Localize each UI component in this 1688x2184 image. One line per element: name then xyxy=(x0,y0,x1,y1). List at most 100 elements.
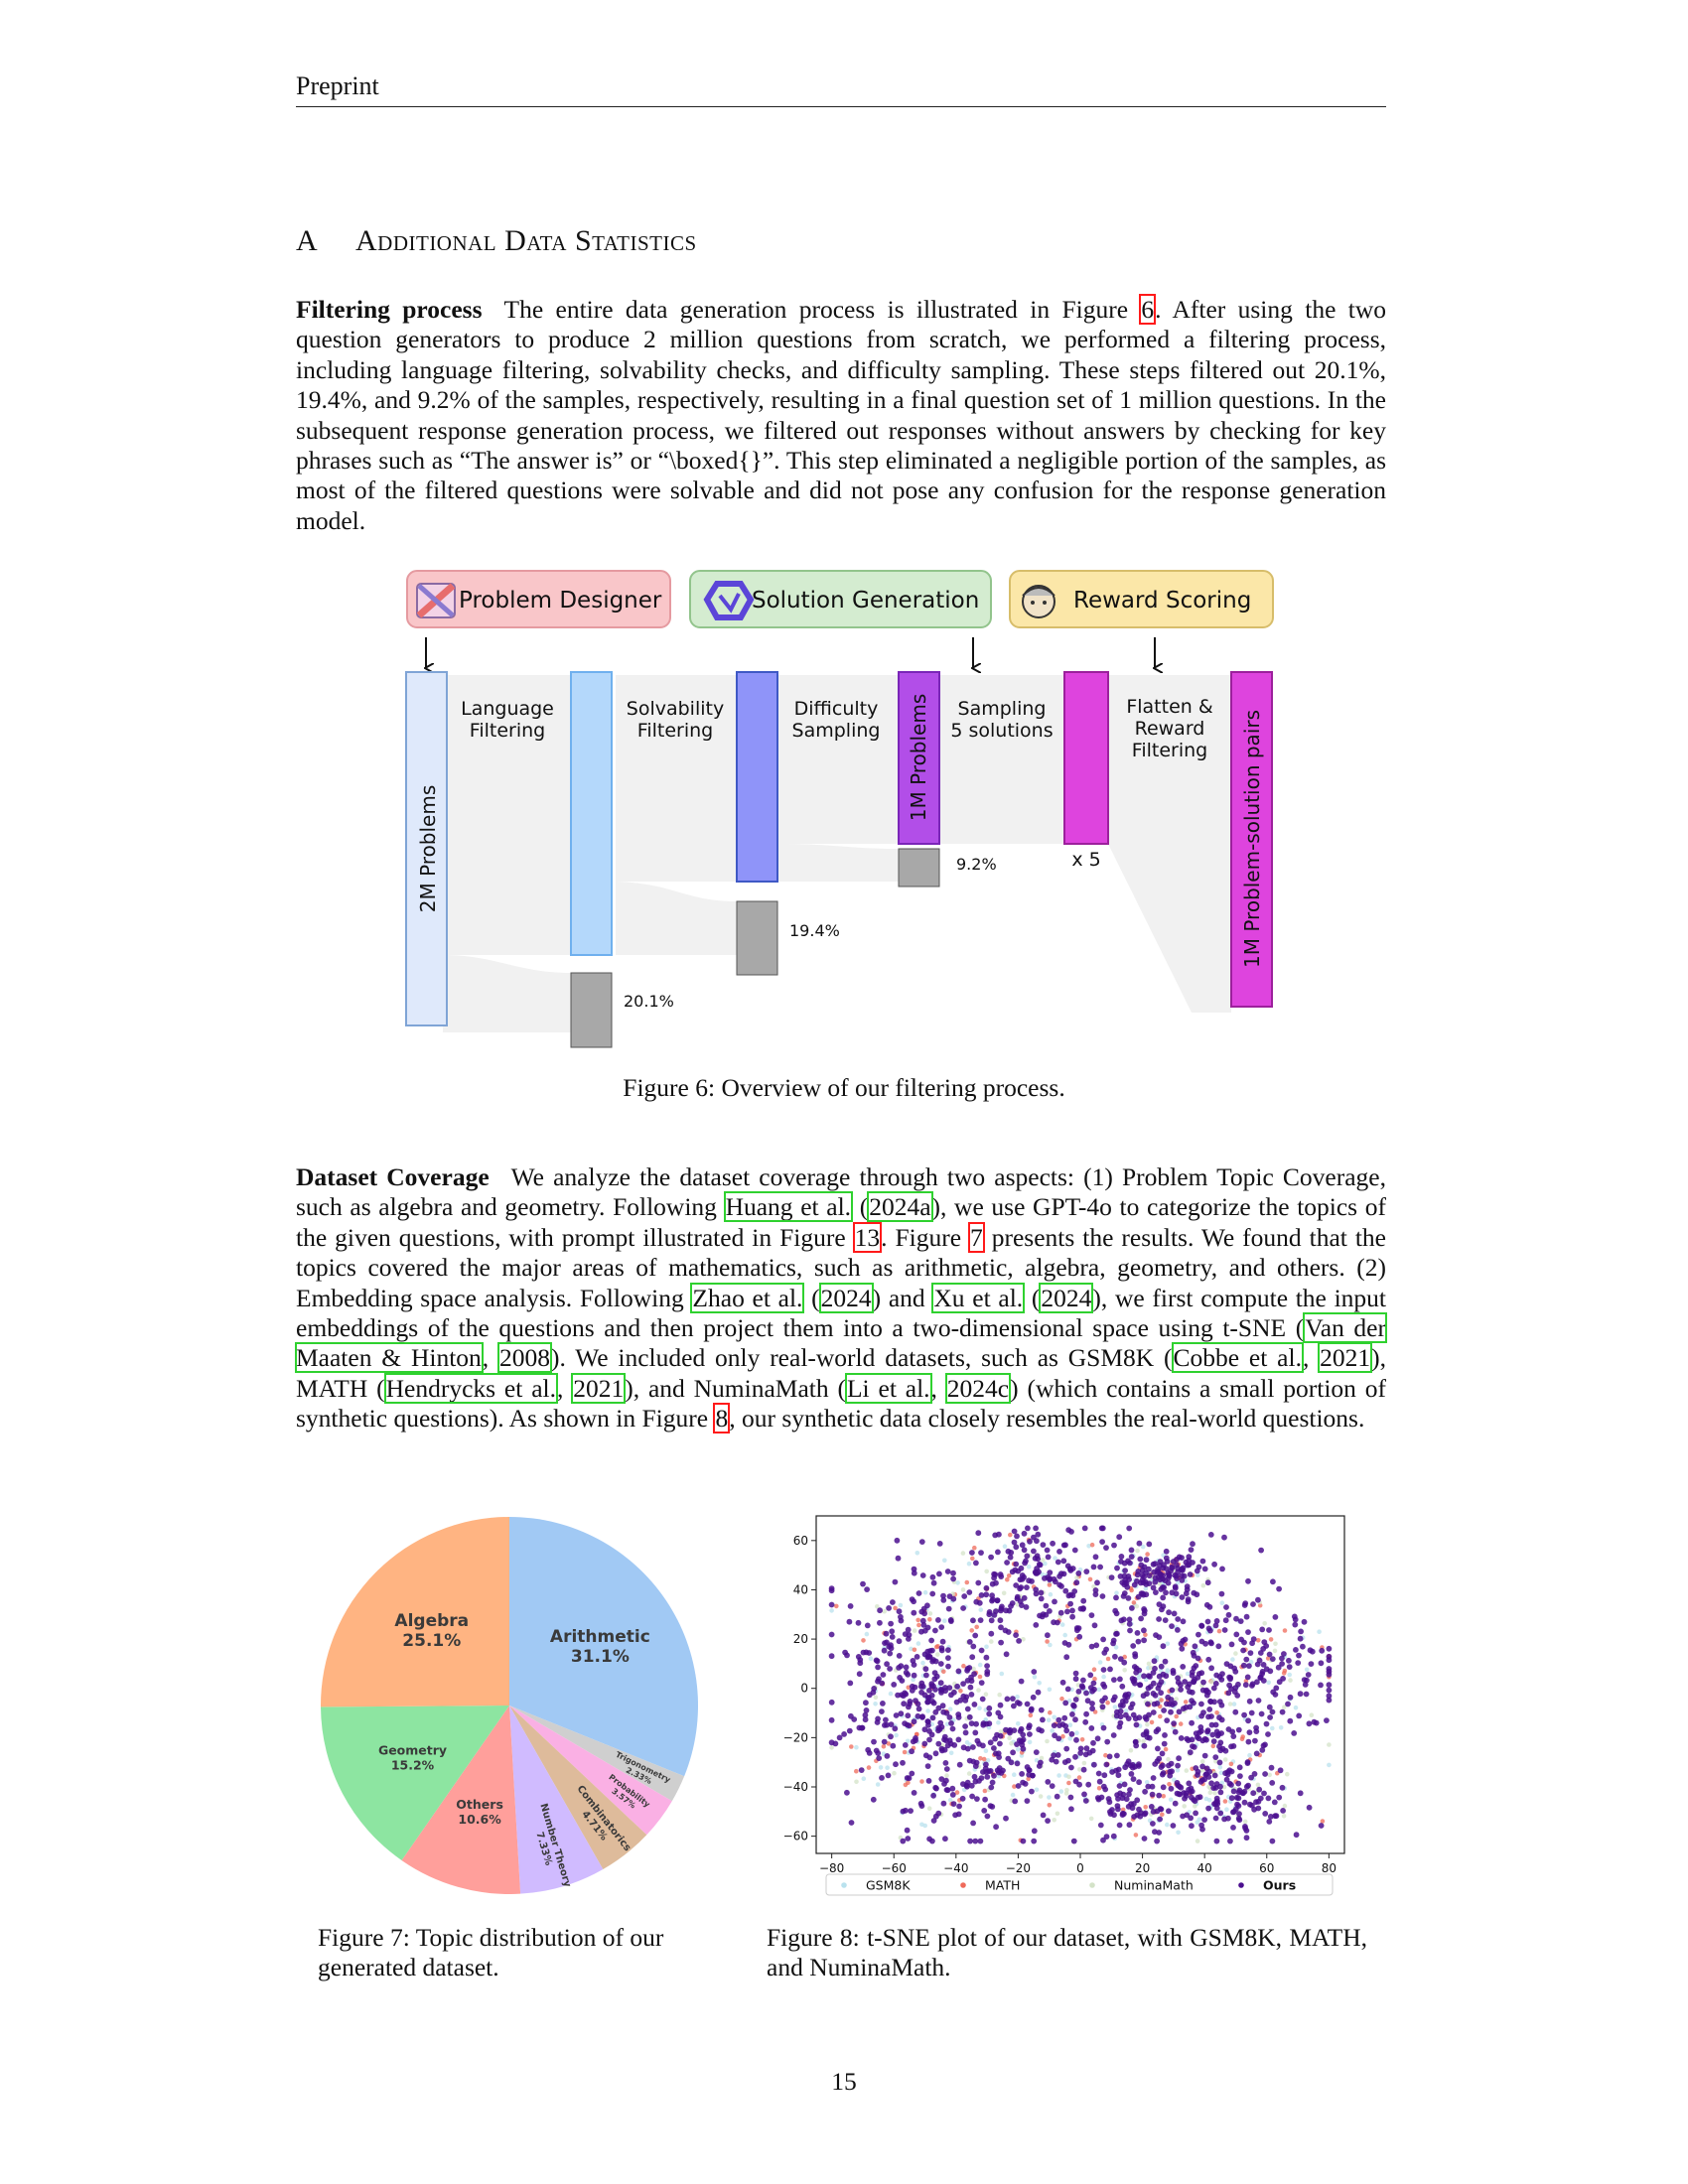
scatter-point-ours xyxy=(1241,1711,1247,1718)
scatter-point-ours xyxy=(1303,1691,1310,1698)
drop-language xyxy=(570,972,613,1048)
scatter-point-ours xyxy=(1064,1686,1071,1693)
scatter-point-ours xyxy=(1263,1643,1270,1649)
scatter-point-ours xyxy=(988,1554,994,1561)
scatter-point-ours xyxy=(1234,1693,1241,1699)
scatter-point-gsm8k xyxy=(955,1580,960,1585)
scatter-point-gsm8k xyxy=(1112,1705,1118,1709)
scatter-point-ours xyxy=(1011,1539,1018,1546)
scatter-point-math xyxy=(1059,1696,1064,1702)
scatter-point-ours xyxy=(1103,1761,1110,1768)
scatter-point-ours xyxy=(866,1650,873,1656)
text-run: ). We included only real-world datasets,… xyxy=(551,1343,1173,1373)
scatter-point-ours xyxy=(1212,1681,1219,1687)
scatter-point-gsm8k xyxy=(942,1558,947,1564)
citation-link[interactable]: Li et al. xyxy=(844,1372,932,1404)
scatter-point-ours xyxy=(1015,1783,1022,1789)
scatter-point-math xyxy=(972,1545,977,1551)
scatter-point-numinamath xyxy=(1233,1651,1238,1656)
scatter-point-ours xyxy=(1040,1611,1047,1617)
scatter-point-ours xyxy=(1100,1724,1107,1731)
citation-link[interactable]: 2024a xyxy=(867,1191,933,1223)
scatter-point-ours xyxy=(1095,1770,1102,1777)
citation-link[interactable]: Hendrycks et al. xyxy=(383,1372,558,1404)
scatter-point-ours xyxy=(1162,1617,1169,1623)
scatter-point-ours xyxy=(1120,1703,1126,1708)
scatter-point-numinamath xyxy=(960,1587,966,1592)
scatter-point-ours xyxy=(1296,1652,1302,1659)
scatter-point-ours xyxy=(1276,1585,1282,1592)
scatter-point-ours xyxy=(1088,1612,1095,1618)
figure-ref-6[interactable]: 6 xyxy=(1139,294,1157,325)
bar-1m-pairs xyxy=(1230,671,1273,1008)
scatter-point-ours xyxy=(1136,1761,1142,1768)
figure-ref-7[interactable]: 7 xyxy=(968,1221,985,1253)
scatter-point-ours xyxy=(896,1638,903,1645)
citation-link[interactable]: 2024 xyxy=(1039,1282,1094,1313)
scatter-point-ours xyxy=(1127,1787,1133,1793)
scatter-point-numinamath xyxy=(1227,1702,1233,1706)
x-tick-label: 20 xyxy=(1135,1861,1150,1875)
scatter-point-numinamath xyxy=(1327,1742,1332,1747)
scatter-point-ours xyxy=(1225,1815,1231,1822)
scatter-point-ours xyxy=(895,1555,902,1562)
scatter-point-ours xyxy=(989,1597,995,1604)
scatter-point-ours xyxy=(1062,1722,1069,1729)
scatter-point-math xyxy=(1060,1733,1065,1739)
scatter-point-ours xyxy=(995,1549,1001,1556)
scatter-point-ours xyxy=(915,1706,922,1712)
scatter-point-ours xyxy=(1064,1563,1071,1570)
scatter-point-ours xyxy=(1261,1790,1267,1797)
citation-link[interactable]: 2021 xyxy=(1318,1342,1373,1374)
scatter-point-ours xyxy=(873,1657,880,1664)
scatter-point-ours xyxy=(1174,1557,1180,1563)
scatter-point-ours xyxy=(1181,1572,1188,1579)
scatter-point-ours xyxy=(939,1638,946,1645)
citation-link[interactable]: Xu et al. xyxy=(931,1282,1026,1313)
figure-ref-8[interactable]: 8 xyxy=(713,1403,731,1434)
scatter-point-ours xyxy=(902,1631,909,1637)
scatter-point-math xyxy=(974,1624,979,1630)
scatter-point-ours xyxy=(894,1537,901,1544)
citation-link[interactable]: 2024c xyxy=(944,1372,1012,1404)
figure-ref-13[interactable]: 13 xyxy=(852,1221,883,1253)
scatter-point-numinamath xyxy=(1281,1814,1287,1819)
citation-link[interactable]: Huang et al. xyxy=(723,1191,854,1223)
scatter-point-ours xyxy=(1128,1554,1135,1560)
scatter-point-ours xyxy=(1015,1700,1021,1706)
citation-link[interactable]: Zhao et al. xyxy=(690,1282,805,1313)
scatter-point-ours xyxy=(911,1609,917,1616)
scatter-point-ours xyxy=(1135,1593,1142,1600)
flow-reward xyxy=(1108,675,1231,1013)
scatter-point-ours xyxy=(1169,1565,1176,1571)
scatter-point-ours xyxy=(1114,1565,1120,1571)
scatter-point-ours xyxy=(1195,1655,1201,1662)
legend-label: NuminaMath xyxy=(1114,1878,1194,1893)
scatter-point-ours xyxy=(983,1654,990,1661)
scatter-point-ours xyxy=(932,1627,938,1634)
scatter-point-math xyxy=(982,1788,988,1794)
scatter-point-ours xyxy=(1306,1804,1313,1811)
scatter-point-ours xyxy=(1056,1549,1062,1555)
scatter-point-ours xyxy=(1123,1796,1130,1803)
scatter-point-ours xyxy=(1045,1818,1051,1824)
citation-link[interactable]: Cobbe et al. xyxy=(1171,1342,1304,1374)
scatter-point-ours xyxy=(909,1770,915,1777)
scatter-point-ours xyxy=(906,1636,912,1642)
scatter-point-ours xyxy=(846,1618,853,1625)
scatter-point-ours xyxy=(1080,1766,1087,1773)
scatter-point-ours xyxy=(1158,1663,1165,1670)
citation-link[interactable]: 2021 xyxy=(571,1372,627,1404)
scatter-point-ours xyxy=(988,1617,995,1624)
scatter-point-numinamath xyxy=(971,1666,976,1672)
citation-link[interactable]: 2008 xyxy=(497,1342,552,1374)
scatter-point-ours xyxy=(1026,1724,1032,1731)
citation-link[interactable]: Van der Maaten & Hinton xyxy=(295,1312,1387,1374)
scatter-point-ours xyxy=(898,1710,905,1717)
scatter-point-ours xyxy=(1240,1647,1246,1654)
scatter-point-ours xyxy=(1052,1598,1057,1605)
scatter-point-math xyxy=(916,1622,921,1628)
scatter-point-ours xyxy=(1213,1618,1220,1624)
scatter-point-ours xyxy=(1230,1733,1237,1739)
citation-link[interactable]: 2024 xyxy=(818,1282,874,1313)
